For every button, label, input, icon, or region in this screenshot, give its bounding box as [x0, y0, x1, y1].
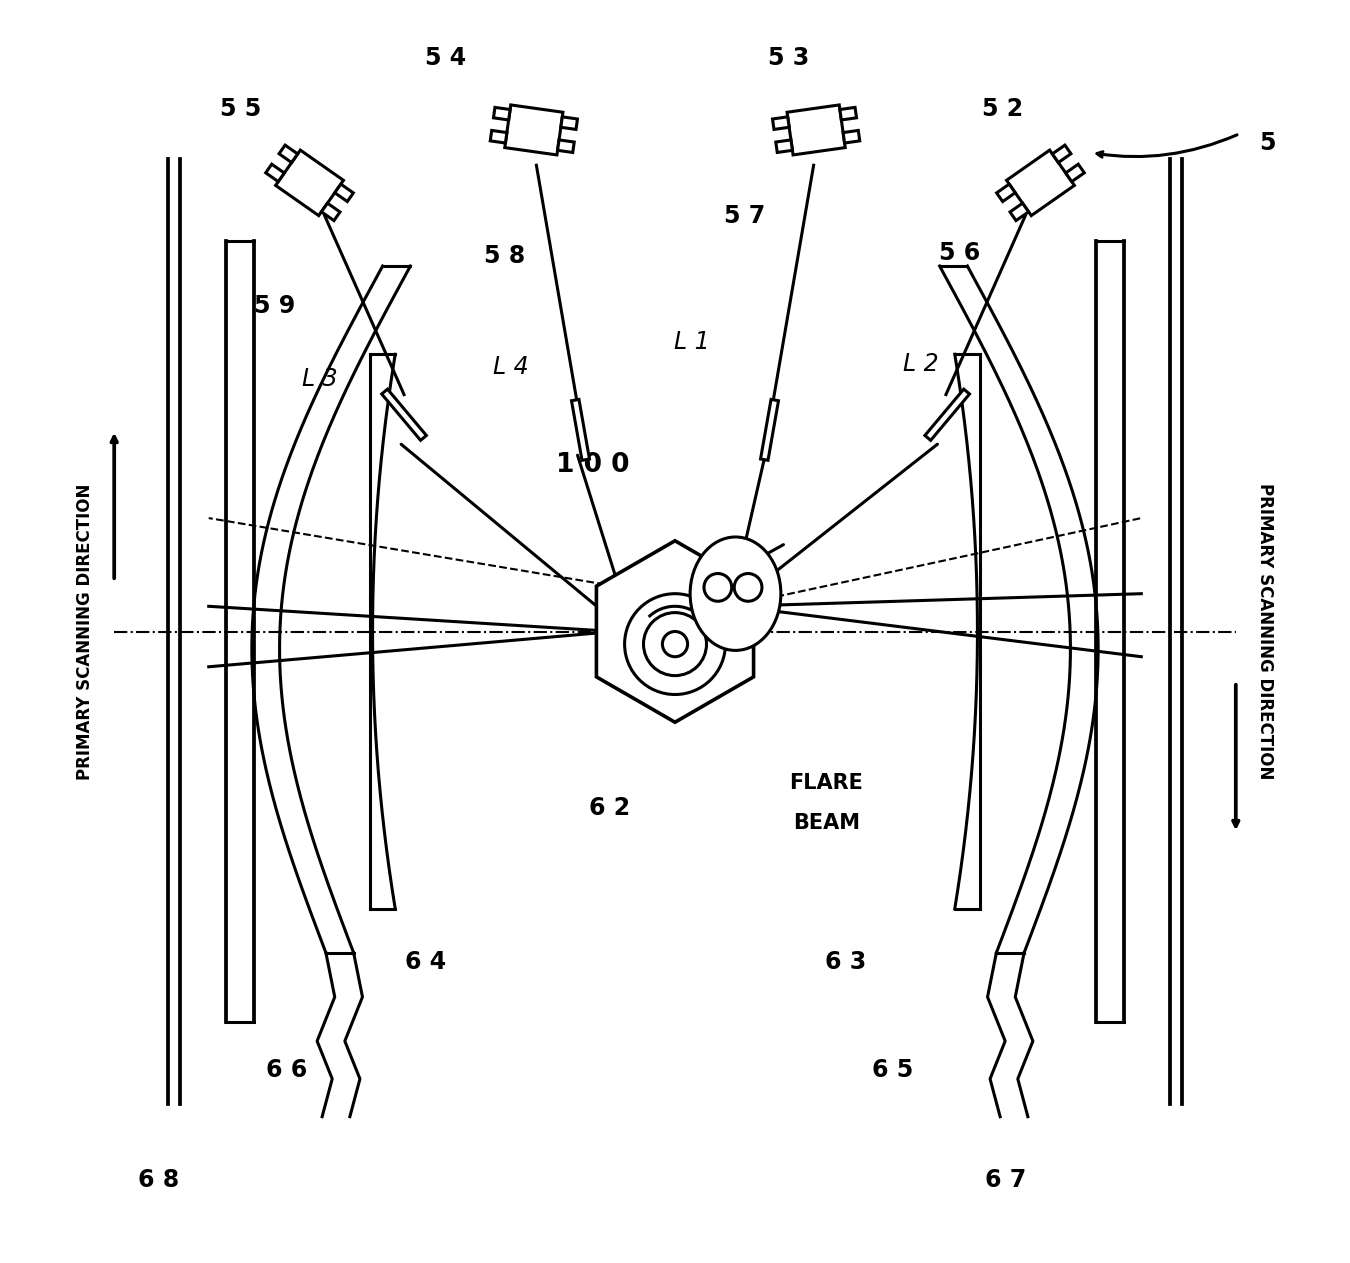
Polygon shape	[925, 389, 969, 441]
Polygon shape	[266, 164, 285, 182]
Text: L 3: L 3	[302, 368, 338, 392]
Text: 5 6: 5 6	[940, 241, 980, 265]
Polygon shape	[558, 140, 574, 153]
Polygon shape	[996, 184, 1015, 202]
Polygon shape	[776, 140, 792, 153]
Text: 5 4: 5 4	[425, 45, 466, 71]
Polygon shape	[1007, 150, 1075, 216]
Text: 6 7: 6 7	[984, 1168, 1026, 1192]
Polygon shape	[1065, 164, 1084, 182]
Polygon shape	[321, 203, 340, 221]
Text: 6 4: 6 4	[405, 950, 446, 974]
Text: L 4: L 4	[493, 355, 529, 379]
Text: L 1: L 1	[674, 330, 709, 354]
Polygon shape	[490, 130, 506, 143]
Polygon shape	[597, 541, 753, 722]
Polygon shape	[772, 117, 790, 129]
Polygon shape	[760, 399, 779, 460]
Text: 5 5: 5 5	[220, 96, 261, 120]
Polygon shape	[1010, 203, 1029, 221]
Polygon shape	[1053, 145, 1071, 163]
Text: 6 8: 6 8	[138, 1168, 180, 1192]
Polygon shape	[494, 107, 510, 120]
Text: 5: 5	[1260, 130, 1276, 154]
Text: 6 5: 6 5	[872, 1058, 914, 1082]
Text: 6 6: 6 6	[266, 1058, 308, 1082]
Polygon shape	[787, 105, 845, 155]
Text: PRIMARY SCANNING DIRECTION: PRIMARY SCANNING DIRECTION	[1256, 484, 1274, 779]
Text: BEAM: BEAM	[792, 813, 860, 834]
Polygon shape	[840, 107, 856, 120]
Text: 5 9: 5 9	[254, 294, 294, 318]
Text: 1 0 0: 1 0 0	[556, 452, 630, 479]
Text: 6 3: 6 3	[825, 950, 865, 974]
Polygon shape	[275, 150, 343, 216]
Text: 5 2: 5 2	[981, 96, 1023, 120]
Polygon shape	[505, 105, 563, 155]
Polygon shape	[382, 389, 427, 441]
Ellipse shape	[690, 537, 780, 650]
Polygon shape	[560, 117, 578, 129]
Polygon shape	[571, 399, 590, 460]
Text: 5 7: 5 7	[724, 203, 765, 227]
Text: PRIMARY SCANNING DIRECTION: PRIMARY SCANNING DIRECTION	[76, 484, 95, 779]
Polygon shape	[844, 130, 860, 143]
Text: 6 2: 6 2	[589, 796, 630, 820]
Polygon shape	[279, 145, 297, 163]
Text: 5 3: 5 3	[768, 45, 809, 71]
Text: FLARE: FLARE	[790, 773, 863, 793]
Polygon shape	[335, 184, 354, 202]
Text: L 2: L 2	[903, 352, 938, 376]
Text: 5 8: 5 8	[485, 244, 525, 268]
